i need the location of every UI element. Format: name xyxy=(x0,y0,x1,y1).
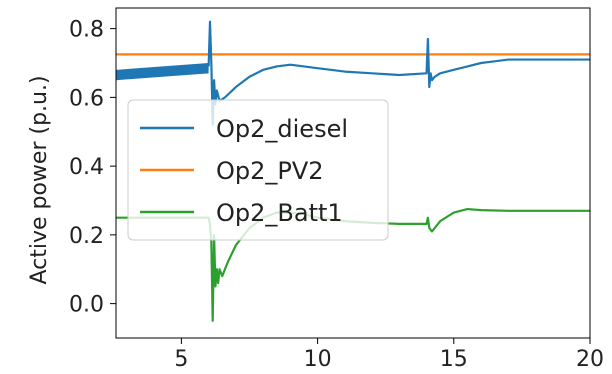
legend: Op2_diesel Op2_PV2 Op2_Batt1 xyxy=(127,99,389,241)
plot-frame xyxy=(115,7,591,339)
legend-label-op2-diesel: Op2_diesel xyxy=(216,115,348,143)
x-tick-label: 20 xyxy=(576,347,604,372)
legend-label-op2-pv2: Op2_PV2 xyxy=(216,157,324,185)
y-tick-label: 0.2 xyxy=(69,224,104,249)
y-tick-label: 0.8 xyxy=(69,18,104,43)
series-band-op2-diesel xyxy=(116,63,209,81)
x-axis: 5 10 15 20 xyxy=(174,338,604,372)
y-axis: 0.0 0.2 0.4 0.6 0.8 xyxy=(69,18,116,318)
y-axis-label: Active power (p.u.) xyxy=(27,75,52,284)
y-tick-label: 0.4 xyxy=(69,155,104,180)
x-tick-label: 5 xyxy=(174,347,188,372)
series-line-op2-diesel xyxy=(207,20,590,126)
x-tick-label: 10 xyxy=(304,347,332,372)
y-tick-label: 0.6 xyxy=(69,86,104,111)
y-tick-label: 0.0 xyxy=(69,293,104,318)
x-tick-label: 15 xyxy=(440,347,468,372)
legend-box xyxy=(127,99,389,241)
legend-label-op2-batt1: Op2_Batt1 xyxy=(216,199,343,227)
